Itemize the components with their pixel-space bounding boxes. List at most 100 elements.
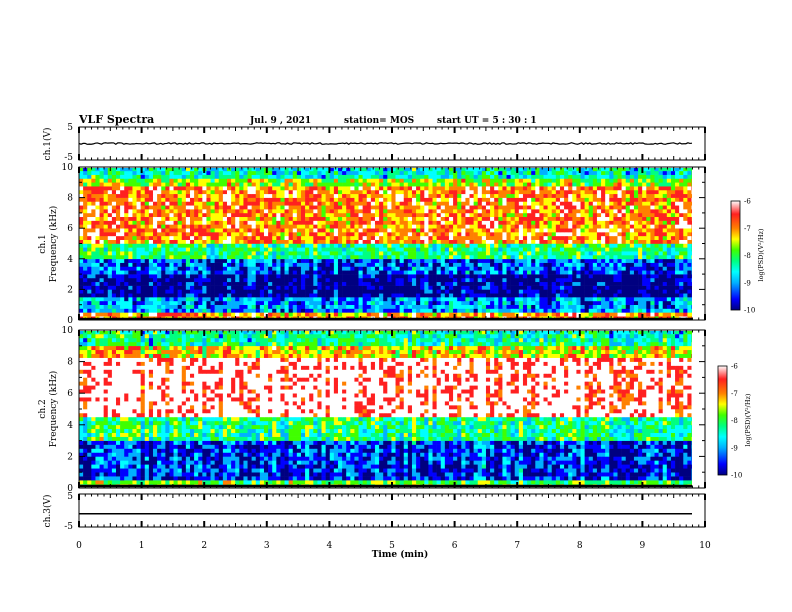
spectrogram-cell (559, 304, 565, 309)
spectrogram-cell (185, 239, 191, 244)
spectrogram-cell (214, 258, 220, 263)
spectrogram-cell (251, 304, 257, 309)
spectrogram-cell (128, 205, 133, 210)
spectrogram-cell (120, 262, 125, 267)
spectrogram-cell (473, 304, 479, 309)
spectrogram-cell (477, 209, 483, 214)
spectrogram-cell (296, 254, 302, 260)
spectrogram-cell (666, 224, 672, 229)
spectrogram-cell (337, 312, 343, 317)
spectrogram-cell (202, 247, 207, 252)
spectrogram-cell (584, 289, 590, 294)
spectrogram-cell (218, 212, 224, 218)
spectrogram-cell (313, 270, 318, 275)
spectrogram-cell (399, 235, 405, 240)
spectrogram-cell (411, 239, 417, 244)
spectrogram-cell (675, 209, 680, 214)
spectrogram-cell (399, 212, 405, 218)
spectrogram-cell (662, 316, 668, 319)
spectrogram-cell (177, 308, 183, 313)
spectrogram-cell (305, 209, 310, 214)
spectrogram-cell (629, 289, 635, 294)
spectrogram-cell (633, 247, 639, 252)
spectrogram-cell (691, 300, 692, 305)
spectrogram-cell (506, 228, 511, 233)
start-time-label: start UT = 5 : 30 : 1 (437, 116, 537, 126)
spectrogram-cell (654, 289, 659, 294)
spectrogram-cell (354, 224, 359, 229)
spectrogram-cell (247, 247, 252, 252)
spectrogram-cell (292, 232, 298, 237)
spectrogram-cell (124, 312, 129, 317)
spectrogram-cell (457, 251, 462, 256)
spectrogram-cell (374, 251, 380, 256)
spectrogram-cell (473, 247, 479, 252)
spectrogram-cell (280, 316, 285, 319)
spectrogram-cell (531, 270, 536, 275)
spectrogram-cell (498, 212, 503, 218)
spectrogram-cell (403, 266, 409, 271)
spectrogram-cell (510, 300, 516, 305)
spectrogram-cell (374, 277, 380, 283)
spectrogram-cell (638, 270, 643, 275)
spectrogram-cell (675, 304, 680, 309)
spectrogram-cell (218, 216, 224, 221)
spectrogram-cell (247, 304, 252, 309)
spectrogram-cell (116, 254, 121, 260)
spectrogram-cell (337, 197, 343, 202)
spectrogram-cell (107, 247, 113, 252)
spectrogram-cell (629, 274, 635, 279)
spectrogram-cell (473, 293, 479, 298)
spectrogram-cell (527, 266, 532, 271)
spectrogram-cell (506, 235, 511, 240)
spectrogram-cell (337, 277, 343, 283)
spectrogram-cell (214, 224, 220, 229)
spectrogram-cell (255, 289, 261, 294)
spectrogram-cell (510, 224, 516, 229)
spectrogram-cell (169, 308, 174, 313)
spectrogram-cell (527, 239, 532, 244)
spectrogram-cell (596, 274, 602, 279)
spectrogram-cell (300, 212, 306, 218)
spectrogram-cell (161, 277, 166, 283)
spectrogram-cell (116, 220, 121, 225)
spectrogram-cell (284, 251, 289, 256)
spectrogram-cell (272, 297, 277, 302)
spectrogram-cell (206, 216, 211, 221)
spectrogram-cell (247, 209, 252, 214)
spectrogram-cell (309, 270, 314, 275)
spectrogram-cell (670, 266, 676, 271)
spectrogram-cell (469, 209, 474, 214)
spectrogram-cell (407, 308, 413, 313)
spectrogram-cell (128, 212, 133, 218)
spectrogram-cell (395, 216, 400, 221)
spectrogram-cell (120, 266, 125, 271)
spectrogram-cell (416, 205, 421, 210)
spectrogram-cell (436, 285, 442, 290)
spectrogram-cell (387, 266, 392, 271)
spectrogram-cell (292, 216, 298, 221)
spectrogram-cell (395, 262, 400, 267)
spectrogram-cell (485, 251, 491, 256)
spectrogram-cell (395, 235, 400, 240)
spectrogram-cell (596, 285, 602, 290)
spectrogram-cell (309, 247, 314, 252)
spectrogram-cell (272, 304, 277, 309)
spectrogram-cell (263, 304, 269, 309)
spectrogram-cell (272, 247, 277, 252)
spectrogram-cell (251, 212, 257, 218)
spectrogram-cell (617, 232, 622, 237)
spectrogram-cell (588, 254, 594, 260)
spectrogram-cell (679, 258, 684, 263)
spectrogram-cell (564, 232, 569, 237)
spectrogram-cell (387, 270, 392, 275)
spectrogram-cell (387, 243, 392, 248)
spectrogram-cell (148, 220, 154, 225)
spectrogram-cell (654, 205, 659, 210)
spectrogram-cell (87, 300, 92, 305)
spectrogram-cell (572, 293, 577, 298)
spectrogram-cell (691, 277, 692, 283)
spectrogram-cell (391, 304, 396, 309)
spectrogram-cell (194, 270, 199, 275)
spectrogram-cell (342, 201, 347, 206)
